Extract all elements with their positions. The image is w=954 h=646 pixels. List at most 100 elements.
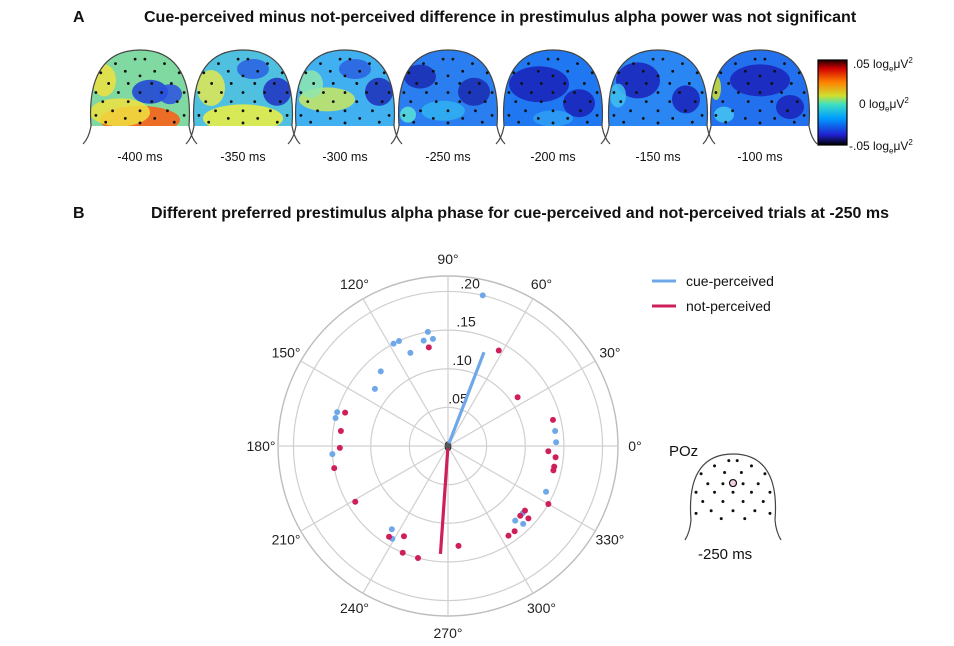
data-point [352,498,359,505]
electrode-dot [690,120,694,124]
electrode-dot [419,109,422,113]
angle-tick-label: 180° [247,438,276,454]
electrode-dot [263,91,266,94]
electrode-dot [175,100,179,104]
electrode-dot [739,470,743,474]
electrode-dot [202,71,206,75]
angle-tick-label: 210° [272,532,301,548]
electrode-dot [635,91,638,94]
colorbar-top-text: .05 log [853,57,890,71]
data-point [400,533,407,540]
colorbar-bottom-label: -.05 logeμV2 [849,138,913,155]
electrode-dot [458,82,462,85]
electrode-dot [441,57,445,61]
electrode-dot [758,121,762,125]
electrode-dot [743,517,747,521]
electrode-dot [700,91,704,94]
electrode-dot [619,100,623,104]
electrode-dot [126,100,130,104]
data-point [545,500,552,507]
panel-a-letter: A [73,9,85,26]
angle-tick-label: 240° [340,600,369,616]
data-point [386,533,393,540]
electrode-dot [770,100,774,104]
angle-tick-label: 30° [599,345,620,361]
electrode-dot [517,120,521,124]
electrode-dot [229,82,233,85]
unit-superscript: 2 [908,138,913,147]
electrode-dot [566,69,570,73]
electrode-dot [700,113,704,117]
data-point [543,488,550,495]
electrode-dot [226,69,230,73]
electrode-dot [380,100,384,104]
data-point [390,340,397,347]
data-point [388,526,395,533]
poz-electrode-marker [728,478,738,488]
electrode-dot [749,464,753,468]
electrode-dot [546,57,550,61]
electrode-dot [713,464,717,468]
electrode-dot [241,91,245,94]
topomap-label-3: -300 ms [322,150,368,164]
electrode-dot [272,82,276,85]
topomap-2 [185,49,301,145]
electrode-dot [595,113,599,117]
data-point [331,465,338,472]
electrode-dot [328,117,332,120]
mean-vector-not-perceived [438,445,450,555]
electrode-dot [299,113,303,117]
data-point [525,515,532,522]
radial-tick-label: .20 [460,275,480,291]
electrode-dot [612,113,616,117]
electrode-dot [107,82,111,85]
electrode-dot [358,69,362,73]
electrode-dot [328,69,332,73]
electrode-dot [468,91,471,94]
electrode-dot [763,472,767,476]
electrode-dot [684,109,687,113]
electrode-dot [758,74,762,78]
electrode-dot [763,57,767,61]
electrode-dot [309,120,313,124]
electrode-dot [786,109,789,113]
electrode-dot [117,91,120,94]
electrode-dot [576,62,579,66]
electrode-dot [166,109,169,113]
electrode-dot [551,74,555,78]
electrode-dot [671,117,675,120]
electrode-dot [719,71,723,75]
data-point [517,512,524,519]
angle-tick-label: 150° [272,345,301,361]
electrode-dot [625,82,629,85]
electrode-dot [153,69,157,73]
electrode-dot [387,113,391,117]
electrode-dot [741,500,745,504]
electrode-dot [343,91,347,94]
electrode-dot [236,57,240,61]
legend-label-cue-perceived: cue-perceived [686,273,774,289]
electrode-dot [694,490,698,494]
data-point [329,451,336,458]
electrode-dot [731,109,734,113]
electrode-dot [743,117,747,120]
colorbar [817,59,848,146]
data-point [342,409,349,416]
electrode-dot [446,109,450,113]
colorbar-top-label: .05 logeμV2 [853,56,913,73]
electrode-dot [368,62,371,66]
electrode-dot [734,62,737,66]
mean-vector-cue-perceived [446,351,486,447]
electrode-dot [514,100,518,104]
panel-a-title: Cue-perceived minus not-perceived differ… [144,9,857,26]
electrode-dot [632,62,635,66]
electrode-dot [563,100,567,104]
electrode-dot [331,100,335,104]
electrode-dot [536,117,540,120]
inset-electrode-label: POz [669,443,699,460]
electrode-dot [256,117,260,120]
colorbar-bottom-text: -.05 log [849,139,890,153]
topomap-label-1: -400 ms [117,150,163,164]
electrode-dot [713,490,717,494]
electrode-dot [322,91,325,94]
